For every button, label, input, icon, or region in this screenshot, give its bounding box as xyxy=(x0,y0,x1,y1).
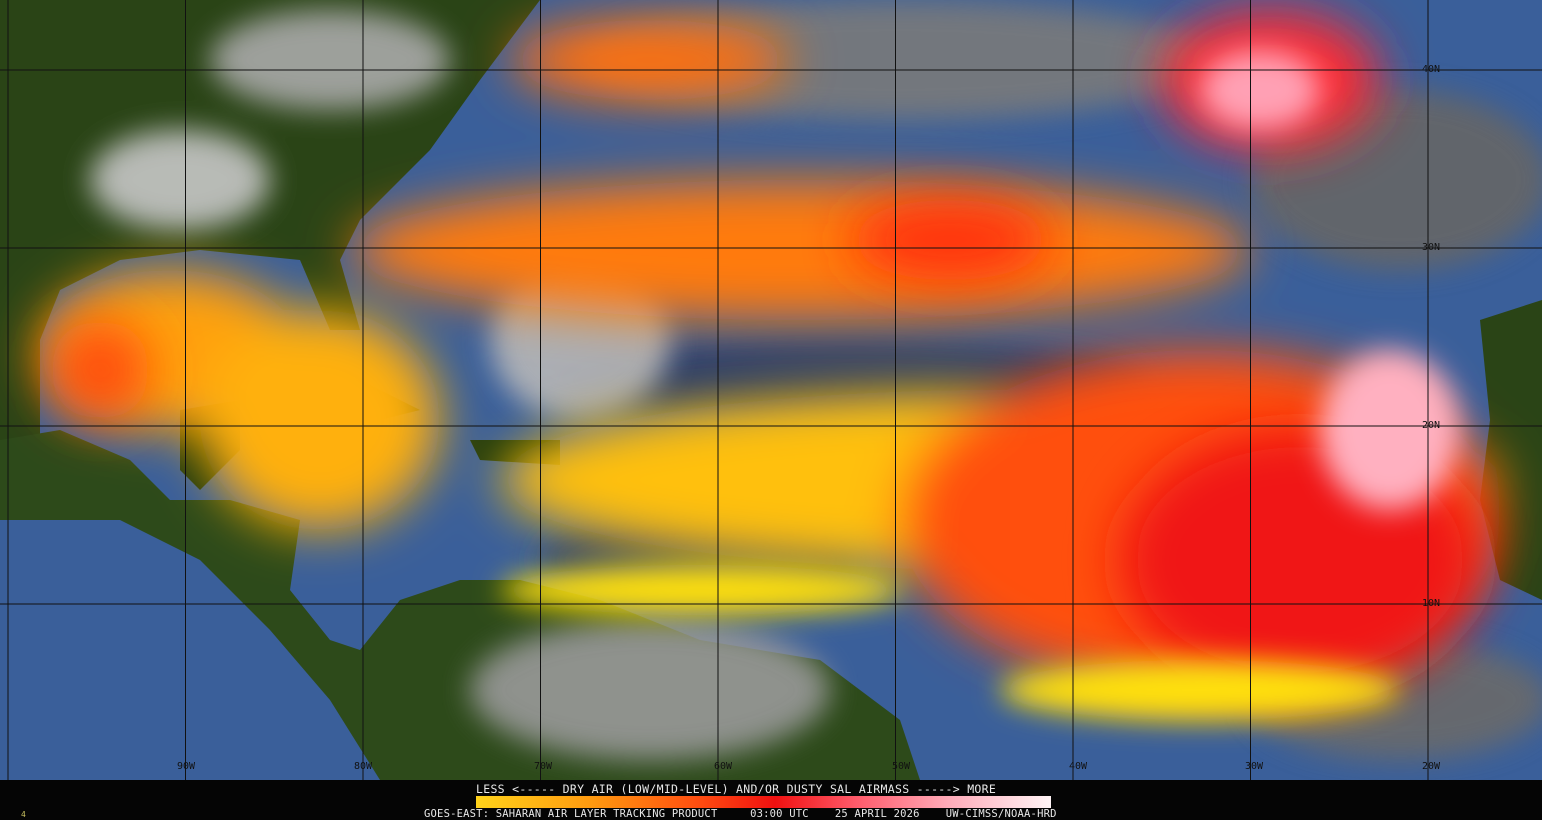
product-time: 03:00 UTC xyxy=(750,808,809,820)
product-credit: UW-CIMSS/NOAA-HRD xyxy=(945,808,1057,820)
longitude-label: 40W xyxy=(1069,761,1088,772)
longitude-label: 70W xyxy=(534,761,553,772)
product-name: GOES-EAST: SAHARAN AIR LAYER TRACKING PR… xyxy=(424,808,718,820)
longitude-label: 80W xyxy=(354,761,373,772)
latitude-label: 30N xyxy=(1422,242,1441,253)
product-footer: GOES-EAST: SAHARAN AIR LAYER TRACKING PR… xyxy=(424,808,1057,820)
latitude-label: 40N xyxy=(1422,64,1441,75)
latitude-label: 20N xyxy=(1422,420,1441,431)
lat-lon-grid xyxy=(0,0,1542,780)
longitude-label: 60W xyxy=(714,761,733,772)
sal-satellite-map xyxy=(0,0,1542,780)
longitude-label: 20W xyxy=(1422,761,1441,772)
product-date: 25 APRIL 2026 xyxy=(834,808,920,820)
legend-title: LESS <----- DRY AIR (LOW/MID-LEVEL) AND/… xyxy=(476,782,997,796)
dust-airmass xyxy=(40,10,1500,720)
legend-color-scale xyxy=(476,796,1051,808)
latitude-label: 10N xyxy=(1422,598,1441,609)
longitude-label: 50W xyxy=(892,761,911,772)
corner-mark: 4 xyxy=(21,810,26,819)
longitude-label: 90W xyxy=(177,761,196,772)
longitude-label: 30W xyxy=(1245,761,1264,772)
